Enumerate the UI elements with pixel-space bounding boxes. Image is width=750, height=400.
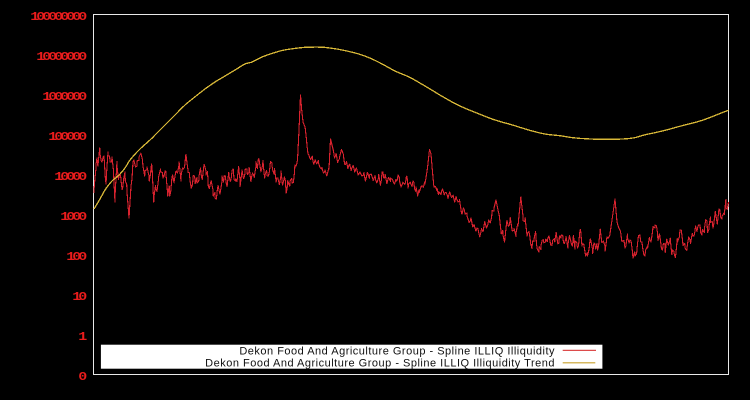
svg-text:1000000: 1000000 [42,91,87,104]
svg-text:1000: 1000 [60,211,87,224]
svg-text:10000000: 10000000 [36,51,87,64]
svg-text:Dekon Food And Agriculture Gro: Dekon Food And Agriculture Group - Splin… [205,358,555,370]
svg-text:100000000: 100000000 [30,11,87,24]
svg-text:Dekon Food And Agriculture Gro: Dekon Food And Agriculture Group - Splin… [239,345,555,357]
svg-text:100000: 100000 [48,131,87,144]
svg-text:100: 100 [66,251,87,264]
svg-text:1: 1 [78,331,87,344]
svg-text:10000: 10000 [54,171,87,184]
svg-text:0: 0 [78,371,87,384]
